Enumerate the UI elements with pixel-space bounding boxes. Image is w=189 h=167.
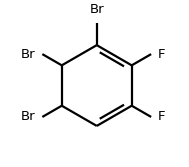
Text: Br: Br	[89, 3, 104, 16]
Text: F: F	[158, 110, 165, 123]
Text: Br: Br	[21, 48, 36, 61]
Text: F: F	[158, 48, 165, 61]
Text: Br: Br	[21, 110, 36, 123]
